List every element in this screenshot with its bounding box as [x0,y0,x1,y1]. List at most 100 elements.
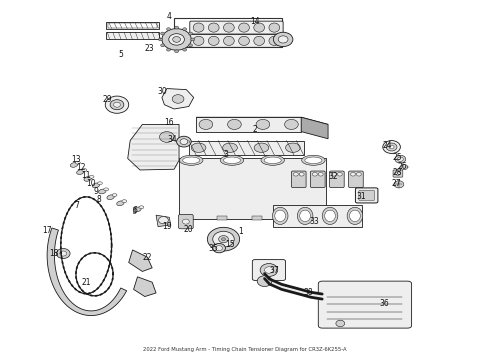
Text: 15: 15 [225,240,235,249]
Circle shape [56,248,70,258]
Circle shape [257,276,272,287]
Circle shape [389,145,394,149]
Ellipse shape [272,207,288,225]
Ellipse shape [285,120,298,130]
Ellipse shape [302,155,325,165]
Circle shape [159,217,168,224]
Polygon shape [156,215,171,226]
Text: 25: 25 [392,153,402,162]
Text: 27: 27 [392,179,401,188]
Circle shape [221,238,225,240]
Text: 10: 10 [86,179,96,188]
Ellipse shape [254,23,265,32]
Ellipse shape [220,155,244,165]
Ellipse shape [208,36,219,45]
FancyBboxPatch shape [359,190,374,201]
Text: 17: 17 [42,226,52,235]
Ellipse shape [208,23,219,32]
Ellipse shape [227,120,241,130]
Circle shape [60,251,67,256]
Circle shape [219,235,228,243]
Polygon shape [301,117,328,139]
Circle shape [356,172,361,176]
Circle shape [331,172,336,176]
Ellipse shape [134,207,141,212]
Ellipse shape [191,143,206,152]
Text: 29: 29 [102,95,112,104]
Bar [252,216,262,220]
Ellipse shape [84,176,91,181]
Ellipse shape [183,157,200,163]
Text: 38: 38 [304,288,313,297]
Ellipse shape [269,36,280,45]
FancyBboxPatch shape [355,188,378,203]
Circle shape [162,29,191,50]
Circle shape [273,32,293,46]
Ellipse shape [98,189,106,194]
Circle shape [169,34,184,45]
Text: 37: 37 [270,266,279,275]
Circle shape [159,132,174,142]
Text: 22: 22 [143,253,152,262]
Circle shape [213,231,234,247]
Ellipse shape [104,188,109,191]
Circle shape [167,48,171,51]
Text: 2: 2 [252,125,257,134]
Circle shape [213,243,225,253]
FancyBboxPatch shape [292,171,306,188]
Text: 2022 Ford Mustang Arm - Timing Chain Tensioner Diagram for CR3Z-6K255-A: 2022 Ford Mustang Arm - Timing Chain Ten… [143,347,347,352]
Ellipse shape [193,23,204,32]
FancyBboxPatch shape [318,281,412,328]
Text: 30: 30 [157,86,167,95]
Polygon shape [128,125,179,170]
Ellipse shape [275,210,286,222]
FancyBboxPatch shape [178,215,193,229]
Text: 21: 21 [81,278,91,287]
Ellipse shape [98,182,102,185]
Circle shape [350,172,355,176]
FancyBboxPatch shape [348,171,363,188]
Ellipse shape [264,157,281,163]
Polygon shape [273,205,362,226]
Ellipse shape [199,120,213,130]
Ellipse shape [347,207,363,225]
Bar [174,18,282,47]
Polygon shape [162,89,194,109]
Ellipse shape [256,120,270,130]
Ellipse shape [261,155,284,165]
Polygon shape [196,117,328,125]
Circle shape [172,37,180,42]
Circle shape [207,227,240,251]
Bar [217,216,227,220]
Ellipse shape [286,143,300,152]
Text: 1: 1 [238,228,243,237]
Polygon shape [179,158,326,220]
Ellipse shape [117,201,124,206]
Circle shape [174,50,178,53]
Bar [288,216,297,220]
Text: 4: 4 [167,12,172,21]
Ellipse shape [193,36,204,45]
Circle shape [265,267,273,273]
Polygon shape [106,22,159,30]
Circle shape [294,172,298,176]
Circle shape [105,96,129,113]
Circle shape [299,172,304,176]
FancyBboxPatch shape [190,21,283,34]
Circle shape [161,44,165,47]
Ellipse shape [322,207,338,225]
Ellipse shape [239,23,249,32]
Text: 33: 33 [310,217,319,226]
Circle shape [313,172,318,176]
Ellipse shape [254,143,269,152]
Ellipse shape [179,155,203,165]
Text: 26: 26 [397,162,407,171]
Polygon shape [189,140,304,155]
Circle shape [397,157,403,161]
Text: 8: 8 [96,194,101,203]
Text: 13: 13 [72,155,81,164]
Ellipse shape [223,157,241,163]
Ellipse shape [254,36,265,45]
Circle shape [336,320,344,327]
Circle shape [394,181,404,188]
